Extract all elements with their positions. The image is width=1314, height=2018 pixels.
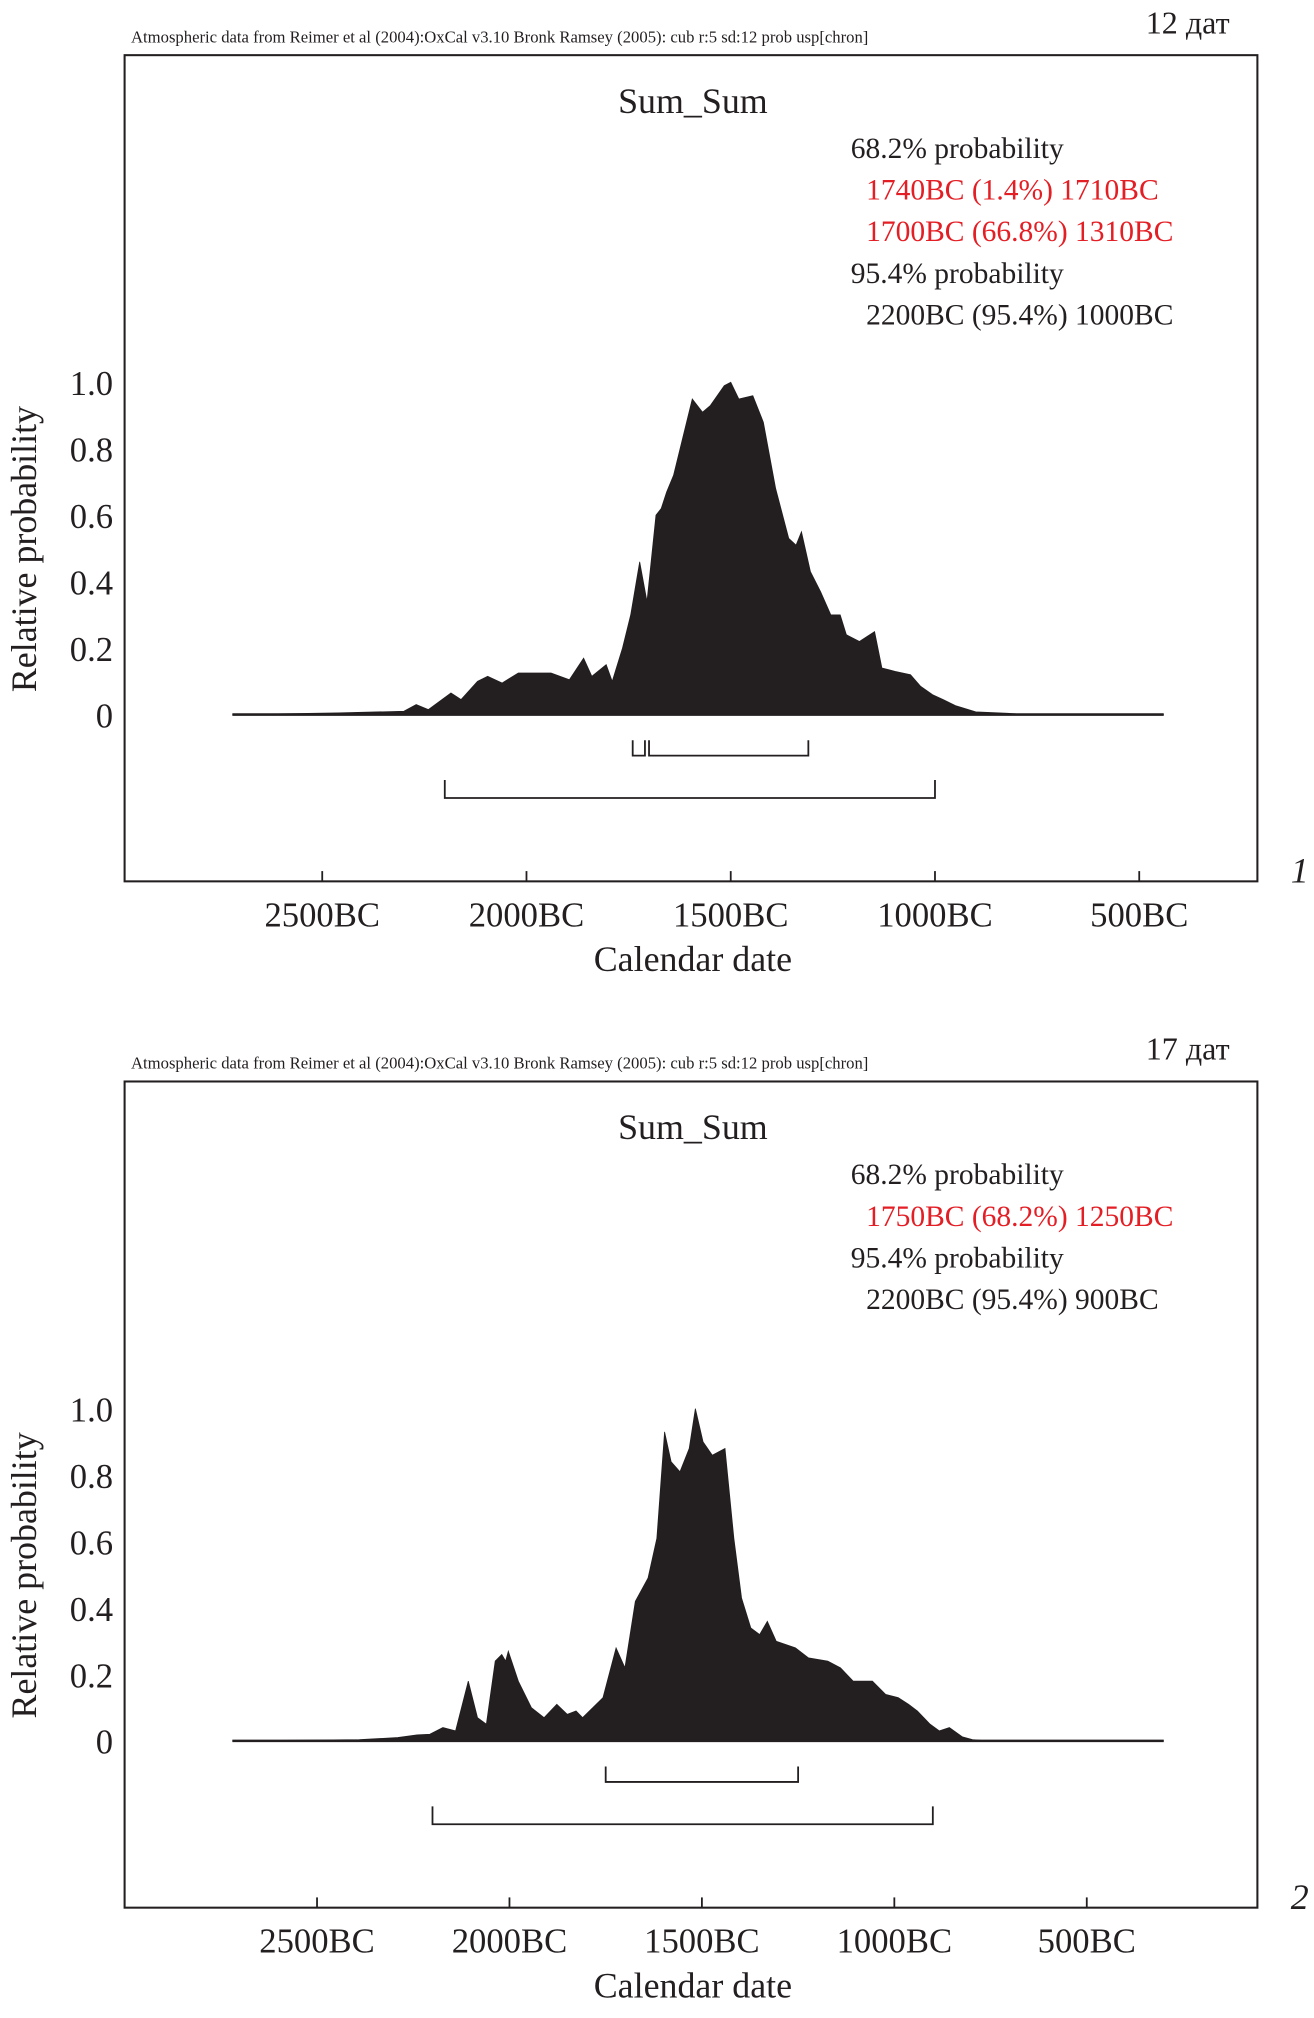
y-tick-label: 0 bbox=[96, 1724, 113, 1762]
probability-area bbox=[232, 381, 1164, 715]
y-tick-label: 0.8 bbox=[70, 432, 113, 470]
x-axis-label: Calendar date bbox=[594, 939, 792, 979]
y-tick-label: 0.6 bbox=[70, 498, 113, 536]
y-axis-label: Relative probability bbox=[4, 406, 44, 692]
legend-line: 95.4% probability bbox=[851, 1243, 1064, 1275]
plot-frame bbox=[123, 54, 1259, 883]
y-tick-label: 0.2 bbox=[70, 631, 113, 669]
chart-title: Sum_Sum bbox=[618, 81, 768, 121]
x-axis-label: Calendar date bbox=[594, 1965, 792, 2005]
probability-area bbox=[232, 1408, 1164, 1742]
y-tick-label: 0.8 bbox=[70, 1458, 113, 1496]
range-68-bracket bbox=[648, 740, 810, 757]
range-95-bracket bbox=[431, 1806, 934, 1826]
y-tick-label: 0.4 bbox=[70, 1591, 113, 1629]
x-tick-label: 1500BC bbox=[644, 1923, 759, 1961]
x-tick-label: 2500BC bbox=[259, 1923, 374, 1961]
y-tick-label: 0 bbox=[96, 697, 113, 735]
legend-line: 2200BC (95.4%) 900BC bbox=[866, 1284, 1159, 1316]
legend-line: 1740BC (1.4%) 1710BC bbox=[866, 174, 1159, 206]
y-tick-label: 0.4 bbox=[70, 564, 113, 602]
chart-title: Sum_Sum bbox=[618, 1107, 768, 1147]
y-tick-label: 0.6 bbox=[70, 1524, 113, 1562]
y-tick-label: 1.0 bbox=[70, 1391, 113, 1429]
legend-line: 68.2% probability bbox=[851, 133, 1064, 165]
range-68-bracket bbox=[631, 740, 646, 757]
panel-number: 2 bbox=[1291, 1877, 1309, 1917]
y-tick-label: 1.0 bbox=[70, 365, 113, 403]
legend-line: 68.2% probability bbox=[851, 1159, 1064, 1191]
header-text: Atmospheric data from Reimer et al (2004… bbox=[131, 1054, 868, 1073]
x-tick-label: 1000BC bbox=[837, 1923, 952, 1961]
x-tick-label: 2500BC bbox=[265, 896, 380, 934]
x-tick-label: 500BC bbox=[1090, 896, 1188, 934]
range-95-bracket bbox=[443, 780, 936, 799]
legend-line: 1750BC (68.2%) 1250BC bbox=[866, 1201, 1173, 1233]
x-tick-label: 2000BC bbox=[469, 896, 584, 934]
date-count-label: 17 дат bbox=[1146, 1031, 1230, 1067]
chart-panel-2: Atmospheric data from Reimer et al (2004… bbox=[4, 1031, 1309, 2006]
y-tick-label: 0.2 bbox=[70, 1657, 113, 1695]
x-tick-label: 1000BC bbox=[877, 896, 992, 934]
date-count-label: 12 дат bbox=[1146, 4, 1230, 40]
panel-number: 1 bbox=[1291, 851, 1309, 891]
range-68-bracket bbox=[604, 1766, 800, 1783]
x-tick-label: 500BC bbox=[1038, 1923, 1136, 1961]
plot-frame bbox=[123, 1080, 1259, 1909]
header-text: Atmospheric data from Reimer et al (2004… bbox=[131, 27, 868, 46]
legend-line: 2200BC (95.4%) 1000BC bbox=[866, 300, 1173, 332]
legend-line: 95.4% probability bbox=[851, 258, 1064, 290]
x-tick-label: 2000BC bbox=[452, 1923, 567, 1961]
x-tick-label: 1500BC bbox=[673, 896, 788, 934]
legend-line: 1700BC (66.8%) 1310BC bbox=[866, 216, 1173, 248]
chart-panel-1: Atmospheric data from Reimer et al (2004… bbox=[4, 4, 1309, 979]
y-axis-label: Relative probability bbox=[4, 1432, 44, 1718]
